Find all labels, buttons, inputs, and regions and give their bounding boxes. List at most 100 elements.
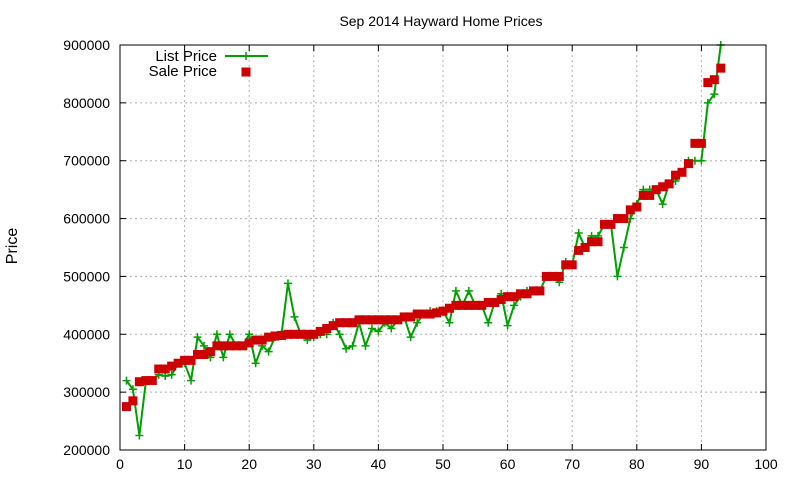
list-price-point [290,312,299,321]
x-tick-label: 50 [435,456,451,472]
sale-price-point [302,329,312,339]
y-tick-label: 200000 [63,442,110,458]
sale-price-point [354,315,364,325]
list-price-point [212,330,221,339]
tick-labels: 0 10 20 30 40 50 60 70 80 90 100 200000 300000 400000… [63,37,778,472]
list-price-point [264,347,273,356]
x-tick-label: 100 [754,456,778,472]
sale-price-point [328,321,338,331]
list-price-point [619,243,628,252]
list-price-point [503,321,512,330]
y-axis-label: Price [4,228,21,265]
sale-price-point [399,312,409,322]
series-layer [121,41,726,440]
list-price-point [335,330,344,339]
sale-price-point [567,260,577,270]
list-price-point [135,431,144,440]
sale-price-point [651,185,661,195]
chart-title: Sep 2014 Hayward Home Prices [339,13,542,29]
x-tick-label: 20 [241,456,257,472]
sale-price-point [147,376,157,386]
list-price-point [413,318,422,327]
sale-price-point [289,329,299,339]
y-tick-label: 300000 [63,384,110,400]
x-tick-label: 40 [371,456,387,472]
sale-price-point [438,306,448,316]
list-price-point [374,327,383,336]
sale-price-point [231,341,241,351]
list-price-point [367,324,376,333]
sale-price-point [528,286,538,296]
list-price-point [225,330,234,339]
sale-price-point [315,326,325,336]
legend-list-price-marker [242,52,250,60]
list-price-line [125,44,722,436]
sale-price-point [257,335,267,345]
sale-price-point [696,138,706,148]
sale-price-point [335,318,345,328]
list-price-point [406,333,415,342]
sale-price-point [522,289,532,299]
list-price-point [128,385,137,394]
sale-price-point [205,347,215,357]
sale-price-point [167,361,177,371]
list-price-point [193,333,202,342]
list-price-point [187,376,196,385]
sale-price-point [587,237,597,247]
sale-price-point [180,355,190,365]
x-tick-label: 60 [500,456,516,472]
sale-price-point [225,341,235,351]
sale-price-point [548,271,558,281]
sale-price-point [264,332,274,342]
sale-price-point [677,167,687,177]
sale-price-point [477,300,487,310]
sale-price-point [683,159,693,169]
y-tick-label: 800000 [63,95,110,111]
list-price-point [361,341,370,350]
list-price-point [445,318,454,327]
y-tick-label: 500000 [63,268,110,284]
sale-price-point [425,309,435,319]
sale-price-point [606,219,616,229]
list-price-point [658,200,667,209]
sale-price-point [671,170,681,180]
sale-price-point [625,205,635,215]
list-price-point [387,324,396,333]
list-price-point [510,301,519,310]
legend-sale-price-marker [241,67,251,77]
series-sale-price [121,63,726,412]
sale-price-point [360,315,370,325]
sale-price-point [432,308,442,318]
legend: List Price Sale Price [149,48,268,80]
sale-price-point [160,364,170,374]
list-price-point [245,330,254,339]
sale-price-point [658,182,668,192]
list-price-point [199,341,208,350]
list-price-point [348,341,357,350]
sale-price-point [516,289,526,299]
sale-price-point [444,303,454,313]
sale-price-point [645,190,655,200]
list-price-point [574,229,583,238]
sale-price-point [496,295,506,305]
list-price-point [703,98,712,107]
sale-price-point [490,297,500,307]
list-price-point [451,286,460,295]
sale-price-point [309,329,319,339]
x-tick-label: 0 [116,456,124,472]
sale-price-point [690,138,700,148]
list-price-point [464,286,473,295]
list-price-point [219,353,228,362]
sale-price-point [154,364,164,374]
sale-price-point [451,300,461,310]
sale-price-point [554,271,564,281]
sale-price-point [380,315,390,325]
sale-price-point [419,309,429,319]
sale-price-point [128,396,138,406]
sale-price-point [277,330,286,340]
sale-price-point [348,318,358,328]
sale-price-point [600,219,609,229]
sale-price-point [296,329,306,339]
sale-price-point [574,245,584,255]
